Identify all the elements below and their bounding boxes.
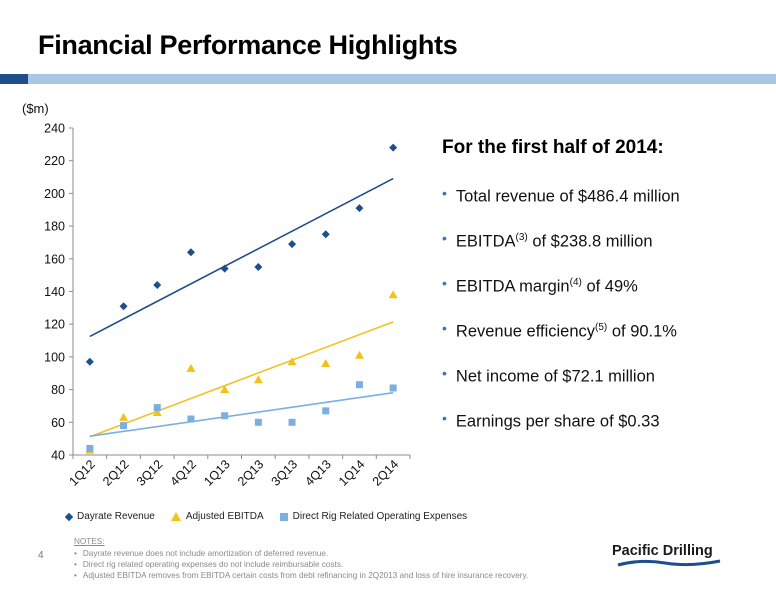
data-point-triangle — [321, 358, 331, 367]
bullet-icon: • — [442, 185, 447, 201]
data-point-diamond — [288, 240, 297, 249]
x-tick-label: 2Q13 — [235, 457, 267, 489]
diamond-marker-icon — [64, 512, 74, 521]
highlight-item: • Net income of $72.1 million — [442, 362, 680, 407]
data-point-triangle — [287, 357, 297, 366]
data-point-square — [254, 418, 262, 426]
triangle-marker-icon — [170, 512, 181, 521]
bullet-icon: • — [442, 275, 447, 291]
y-tick-label: 220 — [44, 154, 65, 168]
bullet-icon: • — [442, 410, 447, 426]
bullet-icon: • — [442, 365, 447, 381]
data-point-triangle — [220, 385, 230, 394]
x-tick-label: 2Q14 — [370, 457, 402, 489]
data-point-square — [187, 415, 195, 423]
legend-item-direct-rig-opex: Direct Rig Related Operating Expenses — [279, 511, 468, 522]
data-point-triangle — [253, 375, 263, 384]
x-tick-label: 4Q12 — [168, 457, 200, 489]
y-tick-label: 80 — [51, 383, 65, 397]
data-point-square — [120, 422, 128, 430]
x-tick-label: 1Q12 — [66, 457, 98, 489]
bullet-icon: • — [442, 320, 447, 336]
legend-label: Dayrate Revenue — [77, 511, 155, 522]
data-point-triangle — [119, 412, 129, 421]
data-point-diamond — [254, 262, 263, 271]
highlights-list: • Total revenue of $486.4 million • EBITDA… — [442, 182, 680, 452]
y-tick-label: 200 — [44, 187, 65, 201]
x-tick-label: 3Q12 — [134, 457, 166, 489]
data-point-square — [355, 381, 363, 389]
highlight-item: • Revenue efficiency(5) of 90.1% — [442, 317, 680, 362]
x-tick-label: 1Q13 — [201, 457, 233, 489]
data-point-triangle — [354, 350, 364, 359]
data-point-square — [153, 404, 161, 412]
data-point-square — [288, 418, 296, 426]
highlight-item: • EBITDA margin(4) of 49% — [442, 272, 680, 317]
data-point-triangle — [152, 407, 162, 416]
svg-text:Pacific Drilling: Pacific Drilling — [612, 543, 713, 559]
note-item: Direct rig related operating expenses do… — [74, 559, 528, 570]
highlight-item: • EBITDA(3) of $238.8 million — [442, 227, 680, 272]
data-point-diamond — [85, 357, 94, 366]
legend-item-dayrate-revenue: Dayrate Revenue — [64, 511, 155, 522]
y-tick-label: 120 — [44, 318, 65, 332]
data-point-diamond — [321, 230, 330, 239]
square-marker-icon — [279, 512, 288, 521]
chart-legend: Dayrate Revenue Adjusted EBITDA Direct R… — [64, 511, 483, 522]
trendline-series-1 — [89, 321, 394, 438]
y-tick-label: 40 — [51, 449, 65, 463]
x-tick-label: 3Q13 — [269, 457, 301, 489]
data-point-diamond — [119, 302, 128, 311]
page-number: 4 — [38, 550, 44, 561]
data-point-diamond — [153, 280, 162, 289]
highlight-item: • Earnings per share of $0.33 — [442, 407, 680, 452]
data-point-square — [221, 412, 229, 420]
data-point-triangle — [186, 363, 196, 372]
y-tick-label: 60 — [51, 416, 65, 430]
legend-label: Adjusted EBITDA — [185, 511, 264, 522]
data-point-square — [86, 444, 94, 452]
notes-title: NOTES: — [74, 537, 105, 546]
x-tick-label: 1Q14 — [336, 457, 368, 489]
data-point-diamond — [389, 143, 398, 152]
title-bar-accent — [0, 74, 28, 84]
legend-label: Direct Rig Related Operating Expenses — [292, 511, 468, 522]
data-point-square — [322, 407, 330, 415]
bullet-icon: • — [442, 230, 447, 246]
footnotes: NOTES: Dayrate revenue does not include … — [74, 537, 528, 581]
highlights-heading: For the first half of 2014: — [442, 137, 664, 158]
trendline-series-2 — [89, 391, 394, 438]
y-tick-label: 180 — [44, 220, 65, 234]
y-tick-label: 140 — [44, 285, 65, 299]
title-underline-bar — [0, 74, 776, 84]
legend-item-adjusted-ebitda: Adjusted EBITDA — [170, 511, 264, 522]
x-tick-label: 2Q12 — [100, 457, 132, 489]
y-tick-label: 160 — [44, 252, 65, 266]
data-point-diamond — [220, 264, 229, 273]
highlight-item: • Total revenue of $486.4 million — [442, 182, 680, 227]
data-point-diamond — [355, 204, 364, 213]
data-point-square — [389, 384, 397, 392]
note-item: Adjusted EBITDA removes from EBITDA cert… — [74, 570, 528, 581]
data-point-diamond — [186, 248, 195, 257]
data-point-triangle — [388, 290, 398, 299]
slide-title: Financial Performance Highlights — [38, 30, 458, 60]
y-axis-label: ($m) — [22, 101, 49, 116]
pacific-drilling-logo: Pacific Drilling — [612, 543, 721, 567]
note-item: Dayrate revenue does not include amortiz… — [74, 548, 528, 559]
x-tick-label: 4Q13 — [302, 457, 334, 489]
y-tick-label: 240 — [44, 122, 65, 136]
y-tick-label: 100 — [44, 350, 65, 364]
trendline-series-0 — [89, 177, 394, 338]
